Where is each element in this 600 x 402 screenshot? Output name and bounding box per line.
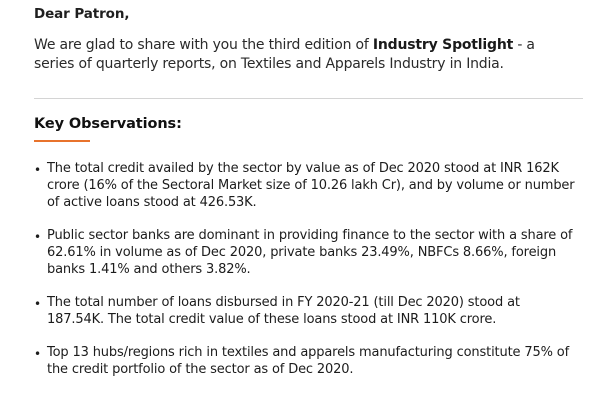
key-observations-heading: Key Observations: bbox=[34, 116, 182, 132]
bullet-icon: • bbox=[34, 230, 41, 244]
observation-item: • Public sector banks are dominant in pr… bbox=[34, 227, 579, 278]
intro-paragraph: We are glad to share with you the third … bbox=[34, 36, 574, 74]
greeting: Dear Patron, bbox=[34, 6, 130, 22]
observation-item: • The total credit availed by the sector… bbox=[34, 160, 579, 211]
observation-text: Public sector banks are dominant in prov… bbox=[47, 228, 573, 277]
report-name: Industry Spotlight bbox=[372, 37, 514, 53]
bullet-icon: • bbox=[34, 297, 41, 311]
bullet-icon: • bbox=[34, 163, 41, 177]
observation-text: The total credit availed by the sector b… bbox=[47, 161, 575, 210]
intro-text-end: - a series of quarterly reports, on Text… bbox=[34, 37, 535, 72]
section-divider bbox=[34, 98, 583, 99]
bullet-icon: • bbox=[34, 347, 41, 361]
observation-text: The total number of loans disbursed in F… bbox=[47, 295, 520, 327]
heading-accent-underline bbox=[34, 140, 90, 142]
observation-item: • Top 13 hubs/regions rich in textiles a… bbox=[34, 344, 579, 378]
observations-list: • The total credit availed by the sector… bbox=[34, 160, 579, 394]
observation-text: Top 13 hubs/regions rich in textiles and… bbox=[47, 345, 569, 377]
intro-text-start: We are glad to share with you the third … bbox=[34, 37, 373, 53]
observation-item: • The total number of loans disbursed in… bbox=[34, 294, 579, 328]
